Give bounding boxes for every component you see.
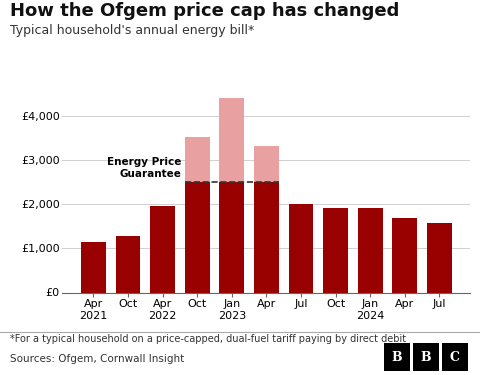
Text: Typical household's annual energy bill*: Typical household's annual energy bill*	[10, 24, 254, 38]
Text: Sources: Ofgem, Cornwall Insight: Sources: Ofgem, Cornwall Insight	[10, 354, 184, 364]
Bar	[254, 146, 279, 183]
Bar	[185, 137, 210, 183]
Bar	[288, 204, 313, 292]
Bar	[219, 98, 244, 183]
Bar	[150, 206, 175, 292]
Bar	[358, 208, 383, 292]
Bar	[219, 183, 244, 292]
Bar	[254, 183, 279, 292]
Text: C: C	[450, 351, 460, 364]
Text: B: B	[420, 351, 432, 364]
Bar	[427, 224, 452, 292]
Bar	[116, 236, 141, 292]
Text: How the Ofgem price cap has changed: How the Ofgem price cap has changed	[10, 2, 399, 20]
Bar	[81, 242, 106, 292]
Bar	[323, 208, 348, 292]
Text: *For a typical household on a price-capped, dual-fuel tariff paying by direct de: *For a typical household on a price-capp…	[10, 334, 406, 345]
Text: B: B	[392, 351, 403, 364]
Text: Energy Price
Guarantee: Energy Price Guarantee	[107, 158, 181, 179]
Bar	[185, 183, 210, 292]
Bar	[392, 218, 417, 292]
